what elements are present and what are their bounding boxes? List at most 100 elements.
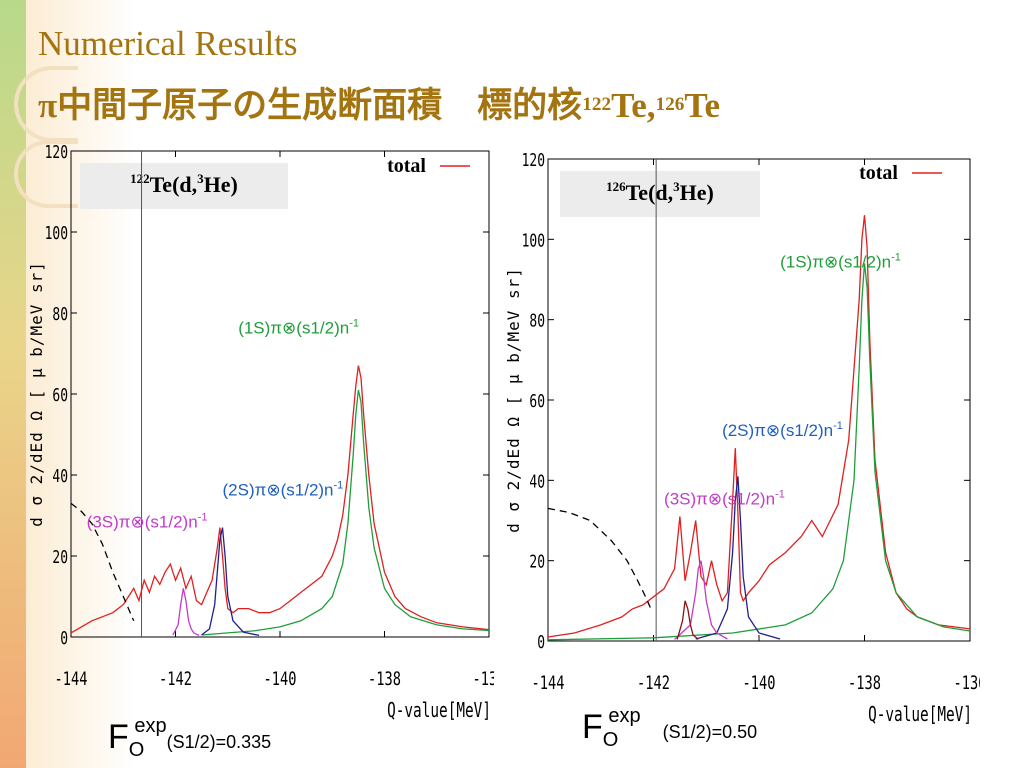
- x-tick-label: -144: [55, 668, 88, 690]
- x-tick-label-group: -144: [532, 672, 565, 694]
- formula-value: (S1/2)=0.335: [166, 732, 272, 752]
- state-annotation: (3S)π⊗(s1/2)n-1: [664, 488, 785, 508]
- y-tick-label: 40: [52, 465, 68, 487]
- x-tick-label-group: -144: [55, 668, 88, 690]
- plot-frame: [547, 158, 971, 642]
- x-tick-label-group: -140: [743, 672, 776, 694]
- x-tick-label-group: -142: [637, 672, 670, 694]
- series-line-total: [547, 215, 971, 638]
- formula-F: F: [582, 708, 603, 746]
- reaction-he-mass: 3: [673, 179, 680, 194]
- chart-126te: 126Te(d,3He) 0 20 40 60 80 100 120 -144 -142 -140 -…: [504, 149, 980, 726]
- legend-label: total: [859, 162, 898, 184]
- y-tick-label: 0: [537, 631, 545, 653]
- x-tick-label: -142: [159, 668, 192, 690]
- x-tick-label: -140: [264, 668, 297, 690]
- y-tick-label: 100: [45, 222, 68, 244]
- annotation-text: (1S)π⊗(s1/2)n: [238, 318, 349, 337]
- y-tick-label: 100: [522, 229, 545, 251]
- series-line-3s: [172, 588, 200, 636]
- series-line-2s: [695, 476, 781, 640]
- reaction-label: 122Te(d,3He): [130, 171, 238, 197]
- mass-number: 122: [582, 94, 612, 116]
- x-tick-label: -136: [473, 668, 494, 690]
- x-tick-label-group: -136: [473, 668, 494, 690]
- annotation-sup: -1: [833, 420, 843, 432]
- y-tick-label: 80: [529, 309, 545, 331]
- state-annotation: (3S)π⊗(s1/2)n-1: [87, 512, 208, 532]
- y-tick-label: 80: [52, 303, 68, 325]
- formula-sub: O: [128, 739, 145, 761]
- series-line-dashed: [547, 507, 652, 610]
- annotation-text: (2S)π⊗(s1/2)n: [722, 421, 833, 440]
- x-tick-label-group: -142: [159, 668, 192, 690]
- series-line-1s: [201, 389, 490, 636]
- annotation-sup: -1: [334, 479, 344, 491]
- y-tick-label: 120: [522, 149, 545, 171]
- reaction-label: 126Te(d,3He): [606, 179, 714, 205]
- formula-sup: exp: [134, 715, 167, 737]
- mass-number: 126: [655, 94, 685, 116]
- reaction-he: He): [680, 180, 714, 205]
- x-tick-label: -138: [368, 668, 401, 690]
- y-tick-label: 40: [529, 470, 545, 492]
- y-tick-label: 0: [60, 627, 68, 649]
- element-symbol: Te,: [611, 86, 656, 125]
- annotation-text: (3S)π⊗(s1/2)n: [87, 513, 198, 532]
- annotation-sup: -1: [775, 488, 785, 500]
- x-tick-label-group: -136: [954, 672, 980, 694]
- reaction-label-box: [560, 171, 760, 217]
- formula-sup: exp: [608, 705, 641, 727]
- state-annotation: (1S)π⊗(s1/2)n-1: [780, 251, 901, 271]
- x-axis-label: Q-value[MeV]: [387, 700, 491, 723]
- chart-122te: 122Te(d,3He) 0 20 40 60 80 100 120 -144 -142 -140 -…: [27, 141, 494, 723]
- x-tick-label-group: -140: [264, 668, 297, 690]
- x-tick-label: -136: [954, 672, 980, 694]
- reaction-he: He): [204, 172, 238, 197]
- slide-subtitle: π中間子原子の生成断面積 標的核122Te,126Te: [38, 88, 720, 123]
- y-tick-label: 20: [529, 550, 545, 572]
- reaction-mass: 126: [606, 179, 626, 194]
- y-axis-label: d σ 2/dEd Ω [ μ b/MeV sr]: [27, 261, 46, 527]
- annotation-sup: -1: [198, 512, 208, 524]
- series-line-2s: [201, 527, 260, 637]
- y-axis-label: d σ 2/dEd Ω [ μ b/MeV sr]: [504, 267, 523, 533]
- y-axis-label-group: d σ 2/dEd Ω [ μ b/MeV sr]: [504, 267, 523, 533]
- x-axis-label-group: Q-value[MeV]: [868, 704, 972, 726]
- y-tick-label: 60: [52, 384, 68, 406]
- legend-label: total: [387, 155, 426, 177]
- reaction-body: Te(d,: [150, 172, 197, 197]
- state-annotation: (2S)π⊗(s1/2)n-1: [223, 479, 344, 499]
- element-symbol: Te: [684, 86, 721, 125]
- series-line-dashed: [70, 502, 135, 622]
- reaction-label-box: [80, 163, 288, 209]
- annotation-sup: -1: [349, 317, 359, 329]
- formula-sub: O: [602, 729, 619, 751]
- x-tick-label: -140: [743, 672, 776, 694]
- reaction-he-mass: 3: [197, 171, 204, 186]
- formula-right: FOexp (S1/2)=0.50: [582, 705, 758, 751]
- x-axis-label: Q-value[MeV]: [868, 704, 972, 726]
- annotation-text: (3S)π⊗(s1/2)n: [664, 489, 775, 508]
- y-axis-label-group: d σ 2/dEd Ω [ μ b/MeV sr]: [27, 261, 46, 527]
- y-tick-label: 60: [529, 390, 545, 412]
- series-line-total: [70, 365, 490, 634]
- x-tick-label: -142: [637, 672, 670, 694]
- reaction-body: Te(d,: [626, 180, 673, 205]
- formula-left: FOexp(S1/2)=0.335: [108, 715, 272, 761]
- x-tick-label-group: -138: [848, 672, 881, 694]
- plot-frame: [70, 150, 490, 638]
- formula-value: (S1/2)=0.50: [662, 722, 758, 742]
- decorative-arc: [14, 140, 78, 208]
- reaction-mass: 122: [130, 171, 150, 186]
- subtitle-text: π中間子原子の生成断面積 標的核: [38, 86, 583, 125]
- x-tick-label: -144: [532, 672, 565, 694]
- state-annotation: (2S)π⊗(s1/2)n-1: [722, 420, 843, 440]
- state-annotation: (1S)π⊗(s1/2)n-1: [238, 317, 359, 337]
- series-line-3sb: [676, 600, 699, 640]
- series-line-1s: [547, 263, 971, 641]
- x-tick-label-group: -138: [368, 668, 401, 690]
- formula-F: F: [108, 718, 129, 756]
- x-axis-label-group: Q-value[MeV]: [387, 700, 491, 723]
- y-tick-label: 20: [52, 546, 68, 568]
